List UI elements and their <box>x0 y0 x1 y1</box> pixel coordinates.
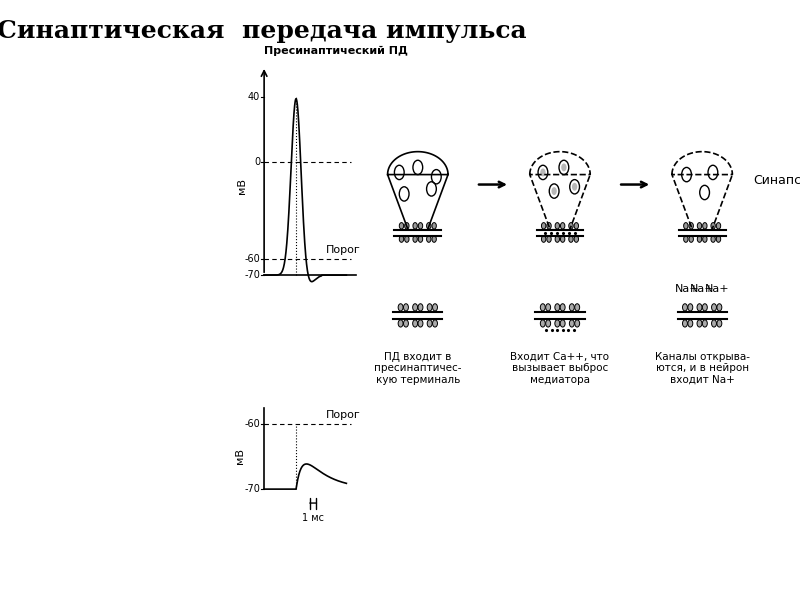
Circle shape <box>413 223 418 229</box>
Circle shape <box>561 236 565 242</box>
Circle shape <box>433 320 438 327</box>
Circle shape <box>702 304 707 311</box>
Text: Синапс: Синапс <box>754 174 800 187</box>
Circle shape <box>682 304 687 311</box>
Circle shape <box>574 223 578 229</box>
Circle shape <box>574 304 580 311</box>
Circle shape <box>427 304 432 311</box>
Circle shape <box>418 304 423 311</box>
Circle shape <box>569 236 573 242</box>
Text: Синаптическая  передача импульса: Синаптическая передача импульса <box>0 19 527 43</box>
Text: 1 мс: 1 мс <box>302 513 324 523</box>
Circle shape <box>540 169 546 176</box>
Circle shape <box>418 236 422 242</box>
Text: 0: 0 <box>254 157 260 167</box>
Circle shape <box>432 236 436 242</box>
Circle shape <box>562 163 566 172</box>
Circle shape <box>569 223 573 229</box>
Circle shape <box>405 236 409 242</box>
Circle shape <box>555 320 560 327</box>
Circle shape <box>711 223 715 229</box>
Circle shape <box>551 187 557 195</box>
Circle shape <box>542 236 546 242</box>
Circle shape <box>697 304 702 311</box>
Circle shape <box>702 320 707 327</box>
Circle shape <box>716 236 721 242</box>
Circle shape <box>682 320 687 327</box>
Circle shape <box>426 223 431 229</box>
Circle shape <box>711 304 717 311</box>
Text: Каналы открыва-
ются, и в нейрон
входит Na+: Каналы открыва- ются, и в нейрон входит … <box>654 352 750 385</box>
Circle shape <box>542 223 546 229</box>
Text: ПД входит в
пресинаптичес-
кую терминаль: ПД входит в пресинаптичес- кую терминаль <box>374 352 462 385</box>
Circle shape <box>717 320 722 327</box>
Circle shape <box>399 223 404 229</box>
Circle shape <box>433 304 438 311</box>
Text: -70: -70 <box>244 270 260 280</box>
Circle shape <box>405 223 409 229</box>
Circle shape <box>717 304 722 311</box>
Text: Na+: Na+ <box>704 284 729 294</box>
Circle shape <box>689 223 694 229</box>
Text: Входит Ca++, что
вызывает выброс
медиатора: Входит Ca++, что вызывает выброс медиато… <box>510 352 610 385</box>
Circle shape <box>702 236 707 242</box>
Circle shape <box>413 304 418 311</box>
Circle shape <box>399 236 404 242</box>
Circle shape <box>711 320 717 327</box>
Text: Na+: Na+ <box>675 284 700 294</box>
Text: Пресинаптический ПД: Пресинаптический ПД <box>264 46 408 56</box>
Circle shape <box>561 223 565 229</box>
Circle shape <box>540 304 546 311</box>
Circle shape <box>688 320 693 327</box>
Circle shape <box>698 223 702 229</box>
Circle shape <box>684 236 688 242</box>
Circle shape <box>716 223 721 229</box>
Circle shape <box>688 304 693 311</box>
Circle shape <box>702 223 707 229</box>
Circle shape <box>426 236 431 242</box>
Circle shape <box>547 236 551 242</box>
Circle shape <box>555 236 559 242</box>
Circle shape <box>403 304 409 311</box>
Circle shape <box>398 320 403 327</box>
Circle shape <box>413 320 418 327</box>
Circle shape <box>547 223 551 229</box>
Text: мВ: мВ <box>235 448 246 464</box>
Circle shape <box>711 236 715 242</box>
Text: Na+: Na+ <box>690 284 714 294</box>
Circle shape <box>413 236 418 242</box>
Circle shape <box>697 320 702 327</box>
Text: Порог: Порог <box>326 410 361 420</box>
Circle shape <box>570 304 574 311</box>
Text: мВ: мВ <box>238 178 247 194</box>
Circle shape <box>403 320 409 327</box>
Text: 40: 40 <box>248 92 260 103</box>
Circle shape <box>560 320 565 327</box>
Circle shape <box>555 304 560 311</box>
Text: -60: -60 <box>244 419 260 429</box>
Circle shape <box>418 320 423 327</box>
Circle shape <box>546 320 550 327</box>
Circle shape <box>555 223 559 229</box>
Circle shape <box>689 236 694 242</box>
Text: -70: -70 <box>244 484 260 494</box>
Circle shape <box>540 320 546 327</box>
Circle shape <box>398 304 403 311</box>
Circle shape <box>574 320 580 327</box>
Circle shape <box>432 223 436 229</box>
Circle shape <box>560 304 565 311</box>
Text: Порог: Порог <box>326 245 361 255</box>
Circle shape <box>574 236 578 242</box>
Circle shape <box>546 304 550 311</box>
Circle shape <box>418 223 422 229</box>
Circle shape <box>698 236 702 242</box>
Circle shape <box>684 223 688 229</box>
Text: -60: -60 <box>244 254 260 264</box>
Circle shape <box>427 320 432 327</box>
Circle shape <box>572 183 578 191</box>
Circle shape <box>570 320 574 327</box>
